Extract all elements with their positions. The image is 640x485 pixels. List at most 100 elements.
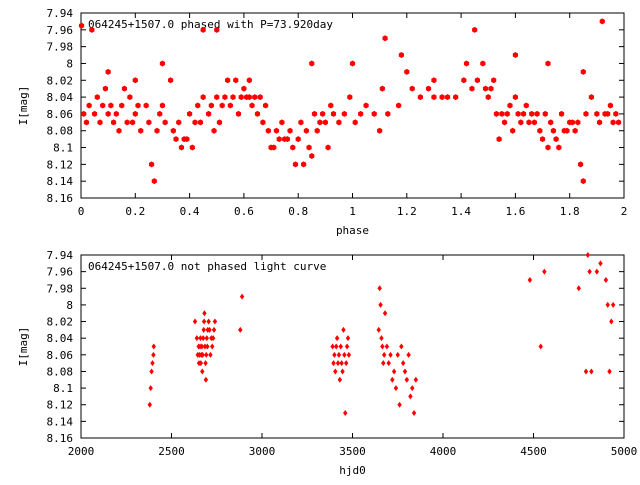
data-point: [406, 351, 411, 358]
data-point: [504, 110, 510, 117]
data-point: [121, 85, 128, 92]
data-point: [203, 360, 208, 367]
data-point: [110, 119, 117, 126]
data-point: [585, 252, 590, 258]
data-point: [512, 94, 518, 101]
data-point: [553, 136, 559, 143]
data-point: [399, 343, 404, 350]
data-point: [178, 144, 185, 151]
y-tick-label: 8.02: [47, 316, 74, 329]
data-point: [97, 119, 103, 126]
data-point: [119, 102, 125, 109]
data-point: [472, 26, 478, 33]
data-point: [252, 94, 258, 101]
data-point: [531, 119, 537, 126]
y-tick-label: 8: [66, 57, 73, 70]
data-series: [78, 18, 622, 185]
data-point: [127, 94, 133, 101]
x-tick-label: 1.6: [505, 205, 525, 218]
data-point: [239, 293, 245, 300]
data-point: [143, 102, 149, 109]
data-point: [410, 385, 415, 392]
y-axis-label: I[mag]: [17, 86, 30, 126]
data-point: [534, 110, 540, 117]
data-point: [493, 110, 499, 117]
x-tick-label: 3500: [339, 445, 366, 458]
data-point: [413, 376, 419, 383]
data-point: [314, 127, 320, 134]
y-tick-label: 8.12: [47, 399, 74, 412]
y-tick-label: 7.94: [47, 7, 74, 20]
data-point: [105, 68, 111, 75]
data-point: [208, 351, 213, 358]
data-point: [496, 136, 502, 143]
y-tick-label: 8.02: [47, 74, 74, 87]
data-point: [510, 127, 516, 134]
data-point: [583, 368, 589, 375]
data-point: [349, 60, 356, 67]
data-point: [550, 127, 557, 134]
data-point: [207, 326, 212, 333]
y-tick-label: 8.04: [47, 332, 74, 345]
data-point: [83, 119, 90, 126]
data-point: [382, 35, 388, 42]
data-point: [230, 94, 236, 101]
data-point: [116, 127, 122, 134]
data-point: [333, 368, 338, 375]
data-point: [358, 110, 364, 117]
data-point: [583, 110, 589, 117]
data-point: [202, 343, 208, 350]
data-point: [212, 318, 218, 325]
data-point: [523, 102, 529, 109]
data-point: [151, 343, 156, 350]
data-point: [404, 68, 410, 75]
data-point: [378, 301, 383, 308]
data-point: [580, 178, 586, 185]
data-point: [298, 119, 304, 126]
data-point: [276, 136, 282, 143]
data-point: [124, 119, 130, 126]
data-point: [431, 94, 437, 101]
x-tick-label: 0.4: [180, 205, 200, 218]
data-point: [346, 351, 352, 358]
data-point: [214, 94, 220, 101]
data-point: [520, 110, 527, 117]
data-point: [615, 119, 622, 126]
y-tick-label: 7.96: [47, 266, 74, 279]
y-tick-label: 8.14: [47, 175, 74, 188]
data-point: [381, 360, 386, 367]
data-point: [556, 144, 562, 151]
data-point: [589, 368, 594, 375]
data-point: [393, 385, 399, 392]
data-point: [397, 401, 402, 408]
x-tick-label: 0.6: [234, 205, 254, 218]
x-tick-label: 2500: [158, 445, 185, 458]
data-point: [292, 161, 299, 168]
data-point: [488, 85, 494, 92]
data-point: [170, 127, 176, 134]
x-tick-label: 2000: [68, 445, 95, 458]
data-point: [507, 102, 513, 109]
data-point: [480, 60, 486, 67]
data-point: [263, 102, 269, 109]
x-tick-label: 4000: [430, 445, 457, 458]
data-point: [159, 102, 166, 109]
data-point: [474, 77, 480, 84]
data-point: [200, 335, 206, 342]
y-tick-label: 8.06: [47, 349, 74, 362]
data-point: [379, 335, 384, 342]
data-point: [184, 136, 190, 143]
data-point: [168, 77, 174, 84]
data-point: [328, 102, 334, 109]
data-point: [384, 343, 390, 350]
data-point: [108, 102, 114, 109]
data-point: [499, 110, 505, 117]
data-point: [609, 318, 614, 325]
data-point: [402, 368, 408, 375]
data-point: [526, 119, 532, 126]
data-point: [379, 85, 385, 92]
data-point: [257, 94, 263, 101]
data-point: [211, 127, 217, 134]
data-point: [381, 351, 387, 358]
